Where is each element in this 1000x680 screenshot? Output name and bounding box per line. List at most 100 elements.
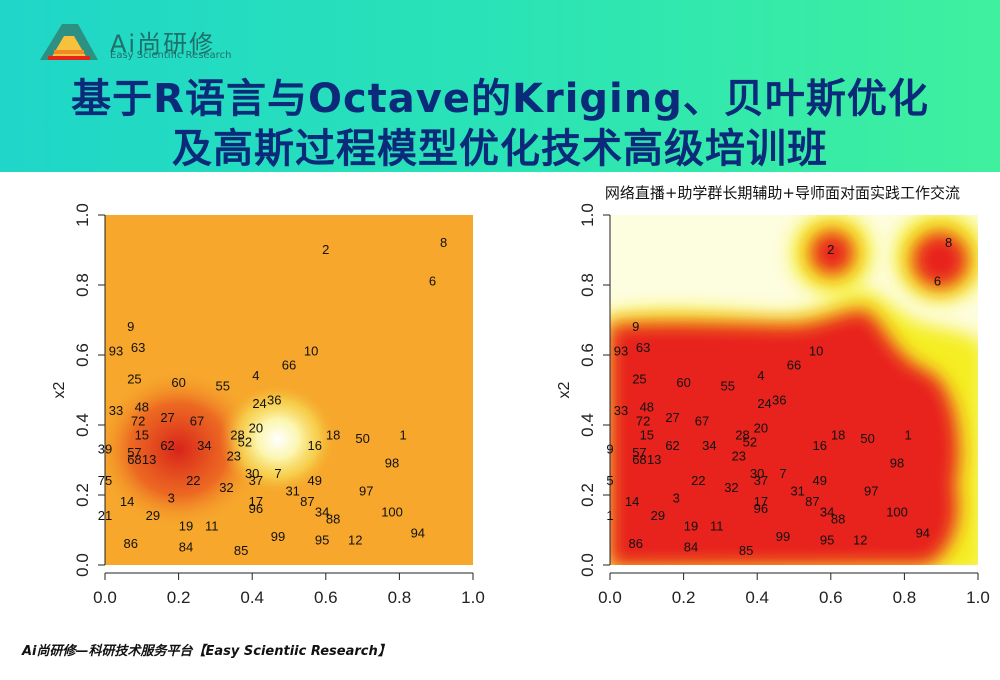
y-tick-label: 1.0 bbox=[578, 203, 597, 227]
data-point-label: 8 bbox=[945, 235, 952, 250]
data-point-label: 28 bbox=[230, 428, 244, 443]
data-point-label: 87 bbox=[300, 494, 314, 509]
data-point-label: 7 bbox=[779, 466, 786, 481]
data-point-label: 13 bbox=[142, 452, 156, 467]
x-tick-label: 0.4 bbox=[240, 588, 264, 607]
header-banner: Ai尚研修 Easy Scientific Research 基于R语言与Oct… bbox=[0, 0, 1000, 172]
data-point-label: 50 bbox=[860, 431, 874, 446]
data-point-label: 32 bbox=[724, 480, 738, 495]
data-point-label: 5 bbox=[606, 473, 613, 488]
x-tick-label: 0.6 bbox=[314, 588, 338, 607]
x-tick-label: 0.0 bbox=[598, 588, 622, 607]
data-point-label: 72 bbox=[131, 414, 145, 429]
data-point-label: 9 bbox=[632, 319, 639, 334]
data-point-label: 60 bbox=[171, 375, 185, 390]
data-point-label: 97 bbox=[359, 484, 373, 499]
data-point-label: 34 bbox=[702, 438, 716, 453]
data-point-label: 86 bbox=[629, 536, 643, 551]
data-point-label: 95 bbox=[820, 533, 834, 548]
data-point-label: 9 bbox=[606, 442, 613, 457]
data-point-label: 98 bbox=[385, 456, 399, 471]
y-tick-label: 1.0 bbox=[73, 203, 92, 227]
x-tick-label: 0.6 bbox=[819, 588, 843, 607]
data-point-label: 6 bbox=[934, 274, 941, 289]
data-point-label: 33 bbox=[109, 403, 123, 418]
data-point-label: 1 bbox=[399, 428, 406, 443]
data-point-label: 18 bbox=[831, 428, 845, 443]
data-point-label: 12 bbox=[348, 533, 362, 548]
y-tick-label: 0.8 bbox=[73, 273, 92, 297]
data-point-label: 25 bbox=[127, 372, 141, 387]
data-point-label: 34 bbox=[820, 505, 834, 520]
data-point-label: 30 bbox=[245, 466, 259, 481]
data-point-label: 57 bbox=[127, 445, 141, 460]
data-point-label: 55 bbox=[216, 379, 230, 394]
data-point-label: 16 bbox=[813, 438, 827, 453]
y-axis-label: x2 bbox=[556, 381, 573, 398]
data-point-label: 16 bbox=[308, 438, 322, 453]
data-point-label: 1 bbox=[904, 428, 911, 443]
x-tick-label: 1.0 bbox=[966, 588, 990, 607]
data-point-label: 84 bbox=[179, 540, 193, 555]
data-point-label: 96 bbox=[754, 501, 768, 516]
data-point-label: 93 bbox=[614, 344, 628, 359]
course-subtitle: 网络直播+助学群长期辅助+导师面对面实践工作交流 bbox=[604, 184, 960, 202]
data-point-label: 52 bbox=[743, 435, 757, 450]
data-point-label: 31 bbox=[790, 484, 804, 499]
data-point-label: 13 bbox=[647, 452, 661, 467]
data-point-label: 88 bbox=[831, 512, 845, 527]
data-point-label: 68 bbox=[127, 452, 141, 467]
data-point-label: 9 bbox=[127, 319, 134, 334]
y-tick-label: 0.0 bbox=[73, 553, 92, 577]
data-point-label: 28 bbox=[735, 428, 749, 443]
data-point-label: 85 bbox=[234, 543, 248, 558]
x-tick-label: 0.2 bbox=[672, 588, 696, 607]
footer-text: Ai尚研修—科研技术服务平台【Easy Scientiic Research】 bbox=[22, 644, 391, 659]
data-point-label: 20 bbox=[754, 421, 768, 436]
data-point-label: 23 bbox=[732, 449, 746, 464]
data-point-label: 18 bbox=[326, 428, 340, 443]
logo-icon bbox=[40, 24, 98, 60]
x-tick-label: 1.0 bbox=[461, 588, 485, 607]
y-axis-label: x2 bbox=[51, 381, 68, 398]
data-point-label: 100 bbox=[381, 505, 403, 520]
data-point-label: 33 bbox=[614, 403, 628, 418]
data-point-label: 14 bbox=[120, 494, 134, 509]
data-point-label: 75 bbox=[98, 473, 112, 488]
data-point-label: 39 bbox=[98, 442, 112, 457]
data-point-label: 15 bbox=[640, 428, 654, 443]
data-point-label: 67 bbox=[695, 414, 709, 429]
y-tick-label: 0.2 bbox=[73, 483, 92, 507]
data-point-label: 66 bbox=[787, 358, 801, 373]
y-tick-label: 0.4 bbox=[578, 413, 597, 437]
data-point-label: 22 bbox=[691, 473, 705, 488]
data-point-label: 11 bbox=[205, 519, 219, 534]
y-tick-label: 0.4 bbox=[73, 413, 92, 437]
data-point-label: 63 bbox=[636, 340, 650, 355]
data-point-label: 98 bbox=[890, 456, 904, 471]
data-point-label: 6 bbox=[429, 274, 436, 289]
x-tick-label: 0.4 bbox=[745, 588, 769, 607]
x-tick-label: 0.8 bbox=[388, 588, 412, 607]
data-point-label: 17 bbox=[754, 494, 768, 509]
data-point-label: 86 bbox=[124, 536, 138, 551]
y-tick-label: 0.2 bbox=[578, 483, 597, 507]
data-point-label: 3 bbox=[168, 491, 175, 506]
data-point-label: 10 bbox=[304, 344, 318, 359]
data-point-label: 4 bbox=[252, 368, 259, 383]
kriging-plot-right: 0.0 0.2 0.4 0.6 0.8 1.0 0.0 0.2 0.4 0.6 0.8 1.0 x2… bbox=[556, 203, 990, 607]
kriging-plot-left: 0.0 0.2 0.4 0.6 0.8 1.0 0.0 0.2 0.4 0.6 0.8 1.0 x2… bbox=[51, 203, 485, 607]
data-point-label: 32 bbox=[219, 480, 233, 495]
data-point-label: 97 bbox=[864, 484, 878, 499]
data-point-label: 48 bbox=[135, 400, 149, 415]
data-point-label: 67 bbox=[190, 414, 204, 429]
data-point-label: 3 bbox=[673, 491, 680, 506]
y-tick-label: 0.8 bbox=[578, 273, 597, 297]
data-point-label: 27 bbox=[665, 410, 679, 425]
data-point-label: 88 bbox=[326, 512, 340, 527]
brand-name: Ai尚研修 bbox=[110, 30, 216, 58]
data-point-label: 29 bbox=[146, 508, 160, 523]
data-point-label: 60 bbox=[676, 375, 690, 390]
data-point-label: 50 bbox=[355, 431, 369, 446]
data-point-label: 11 bbox=[710, 519, 724, 534]
